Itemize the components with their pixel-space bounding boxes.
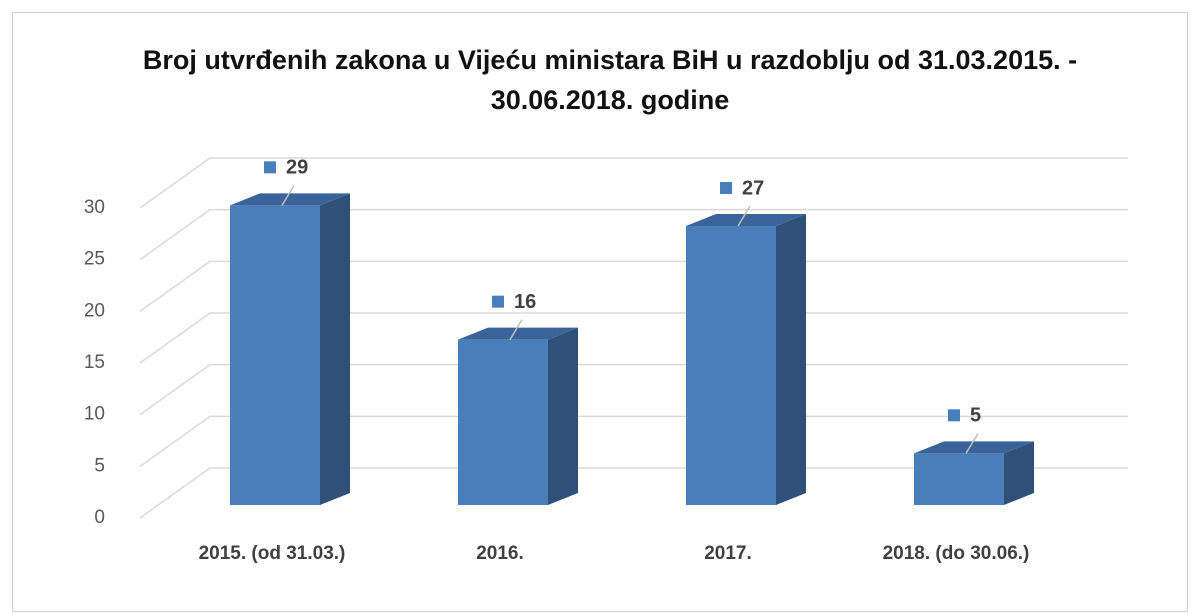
leader-line [737, 205, 751, 227]
y-tick-label: 10 [84, 404, 105, 425]
bar-side [776, 214, 806, 505]
data-label: 5 [970, 405, 981, 427]
grid-line [139, 208, 1128, 261]
label-key [264, 161, 276, 174]
bar [914, 441, 1034, 505]
bar-top [230, 193, 350, 206]
y-tick-label: 30 [84, 197, 105, 218]
label-key [948, 409, 960, 422]
bar-top [686, 214, 806, 226]
bar [458, 327, 578, 505]
chart-frame [12, 12, 1188, 612]
leader-line [965, 432, 979, 454]
leader-line [281, 184, 295, 206]
grid-line [139, 467, 1128, 519]
grid-line [139, 312, 1128, 364]
y-tick-label: 25 [84, 249, 105, 270]
grid-line [139, 157, 1128, 209]
grid-line [139, 415, 1128, 467]
grid-line [139, 363, 1128, 416]
bar [686, 214, 806, 505]
grid-line [139, 260, 1128, 312]
y-tick-label: 5 [94, 455, 105, 476]
y-tick-label: 0 [94, 507, 105, 528]
data-label: 27 [742, 177, 764, 199]
bar-front [458, 339, 548, 505]
bar-side [548, 327, 578, 505]
x-tick-label: 2018. (do 30.06.) [882, 543, 1030, 564]
data-label: 16 [514, 291, 536, 313]
y-tick-label: 15 [84, 352, 105, 373]
chart-title: Broj utvrđenih zakona u Vijeću ministara… [142, 45, 1078, 115]
bar-side [320, 193, 350, 506]
bar-top [458, 327, 578, 340]
bar [230, 193, 350, 506]
bar-front [230, 205, 320, 506]
y-tick-label: 20 [84, 300, 105, 321]
bar-front [914, 453, 1004, 505]
x-tick-label: 2015. (od 31.03.) [198, 543, 346, 564]
x-tick-label: 2016. [476, 543, 524, 564]
bar-top [914, 441, 1034, 454]
bar-side [1004, 441, 1034, 505]
label-key [720, 182, 732, 194]
label-key [492, 295, 504, 308]
data-label: 29 [286, 157, 308, 179]
x-tick-label: 2017. [704, 543, 752, 564]
leader-line [509, 319, 523, 341]
bar-front [686, 226, 776, 505]
